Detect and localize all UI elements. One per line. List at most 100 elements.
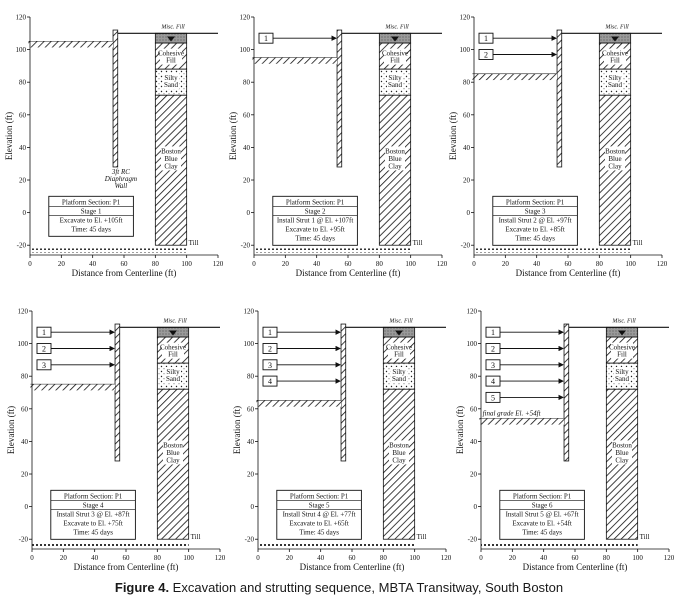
clay-label-2: Clay (388, 162, 402, 170)
silty-label-bg (614, 367, 630, 384)
cohesive-label-bg (162, 342, 184, 359)
strut-label-1: 1 (42, 328, 46, 337)
stage-info-box (50, 489, 136, 540)
stage-info-line-1: Stage 6 (532, 501, 553, 509)
y-tick-label: 0 (467, 209, 471, 217)
till-label: Till (191, 533, 201, 541)
excavation-hatch (30, 384, 116, 391)
cohesive-label: Cohesive (602, 50, 628, 58)
cohesive-label: Cohesive (386, 344, 412, 352)
misc-fill-label: Misc. Fill (611, 318, 636, 324)
y-tick-label: 20 (463, 177, 471, 185)
y-tick-label: 80 (243, 79, 251, 87)
y-tick-label: 40 (21, 438, 29, 446)
x-tick-label: 60 (565, 260, 573, 268)
fill-label: Fill (390, 57, 400, 65)
misc-fill-label: Misc. Fill (162, 318, 187, 324)
clay-label-1: Blue (392, 449, 405, 457)
figure-caption: Figure 4. Excavation and strutting seque… (0, 580, 678, 595)
clay-label-1: Blue (166, 449, 179, 457)
diaphragm-wall (340, 323, 347, 462)
misc-fill-label: Misc. Fill (160, 24, 185, 30)
sand-label: Sand (615, 375, 630, 383)
y-tick-label: 60 (243, 111, 251, 119)
x-tick-label: 40 (89, 260, 97, 268)
y-tick-label: -20 (245, 536, 255, 544)
fill-label: Fill (394, 351, 404, 359)
y-tick-label: 120 (244, 308, 255, 316)
y-tick-label: 0 (25, 503, 29, 511)
y-tick-label: 40 (247, 438, 255, 446)
strut-label-2: 2 (268, 344, 272, 353)
x-tick-label: 40 (317, 554, 325, 562)
stage-info-line-0: Platform Section: P1 (513, 492, 572, 500)
x-tick-label: 20 (286, 554, 294, 562)
x-axis-title: Distance from Centerline (ft) (72, 268, 177, 278)
strut-label-5: 5 (491, 393, 495, 402)
x-tick-label: 80 (596, 260, 604, 268)
silty-label-bg (387, 73, 403, 90)
y-tick-label: 60 (463, 111, 471, 119)
till-label: Till (640, 533, 650, 541)
y-tick-label: 20 (21, 471, 29, 479)
silty-label-bg (607, 73, 623, 90)
y-tick-label: 60 (19, 111, 27, 119)
y-tick-label: 120 (18, 308, 29, 316)
y-tick-label: -20 (241, 242, 251, 250)
caption-text: Excavation and strutting sequence, MBTA … (169, 580, 564, 595)
stage-info-line-2: Install Strut 2 @ El. +97ft (499, 216, 572, 224)
stage-info-line-2: Install Strut 3 @ El. +87ft (57, 510, 130, 518)
clay-label-1: Blue (388, 155, 401, 163)
water-table-icon (611, 36, 619, 42)
strut-label-4: 4 (491, 377, 495, 386)
water-table-icon (169, 330, 177, 336)
water-table-icon (395, 330, 403, 336)
stage-info-line-1: Stage 4 (83, 501, 104, 509)
excavation-hatch (472, 74, 558, 81)
stage-info-line-4: Time: 45 days (73, 528, 113, 536)
strut-label-1: 1 (491, 328, 495, 337)
wall-note-0: 3ft RC (111, 168, 130, 176)
y-axis-title: Elevation (ft) (448, 112, 458, 160)
clay-label-0: Boston (161, 147, 181, 155)
x-axis-title: Distance from Centerline (ft) (523, 562, 628, 572)
clay-label-bg (163, 440, 183, 465)
clay-label-1: Blue (608, 155, 621, 163)
excavation-hatch (252, 57, 338, 64)
y-tick-label: 40 (243, 144, 251, 152)
y-tick-label: 60 (247, 405, 255, 413)
strut-label-2: 2 (484, 50, 488, 59)
y-tick-label: 40 (19, 144, 27, 152)
stage-info-line-1: Stage 5 (309, 501, 330, 509)
stage-info-line-0: Platform Section: P1 (290, 492, 349, 500)
fill-label: Fill (166, 57, 176, 65)
x-axis-title: Distance from Centerline (ft) (516, 268, 621, 278)
y-tick-label: 120 (460, 14, 471, 22)
wall-note-2: Wall (115, 182, 128, 190)
y-tick-label: 0 (247, 209, 251, 217)
stage-info-line-4: Time: 45 days (295, 234, 335, 242)
stage-info-line-2: Install Strut 5 @ El. +67ft (506, 510, 579, 518)
stage-info-line-1: Stage 3 (525, 207, 546, 215)
diaphragm-wall (112, 29, 119, 168)
y-tick-label: 20 (19, 177, 27, 185)
y-tick-label: 0 (251, 503, 255, 511)
x-tick-label: 100 (625, 260, 636, 268)
x-tick-label: 60 (345, 260, 353, 268)
clay-label-2: Clay (608, 162, 622, 170)
x-tick-label: 100 (183, 554, 194, 562)
stage-info-line-2: Install Strut 1 @ El. +107ft (277, 216, 354, 224)
excavation-hatch (479, 418, 565, 425)
till-label: Till (413, 239, 423, 247)
y-tick-label: 100 (460, 46, 471, 54)
x-tick-label: 20 (60, 554, 68, 562)
x-tick-label: 120 (213, 260, 224, 268)
stage-info-line-2: Install Strut 4 @ El. +77ft (283, 510, 356, 518)
till-layer (258, 542, 415, 547)
x-tick-label: 40 (91, 554, 99, 562)
x-tick-label: 80 (154, 554, 162, 562)
cohesive-label: Cohesive (158, 50, 184, 58)
strut-label-1: 1 (264, 34, 268, 43)
stage-info-line-0: Platform Section: P1 (506, 198, 565, 206)
